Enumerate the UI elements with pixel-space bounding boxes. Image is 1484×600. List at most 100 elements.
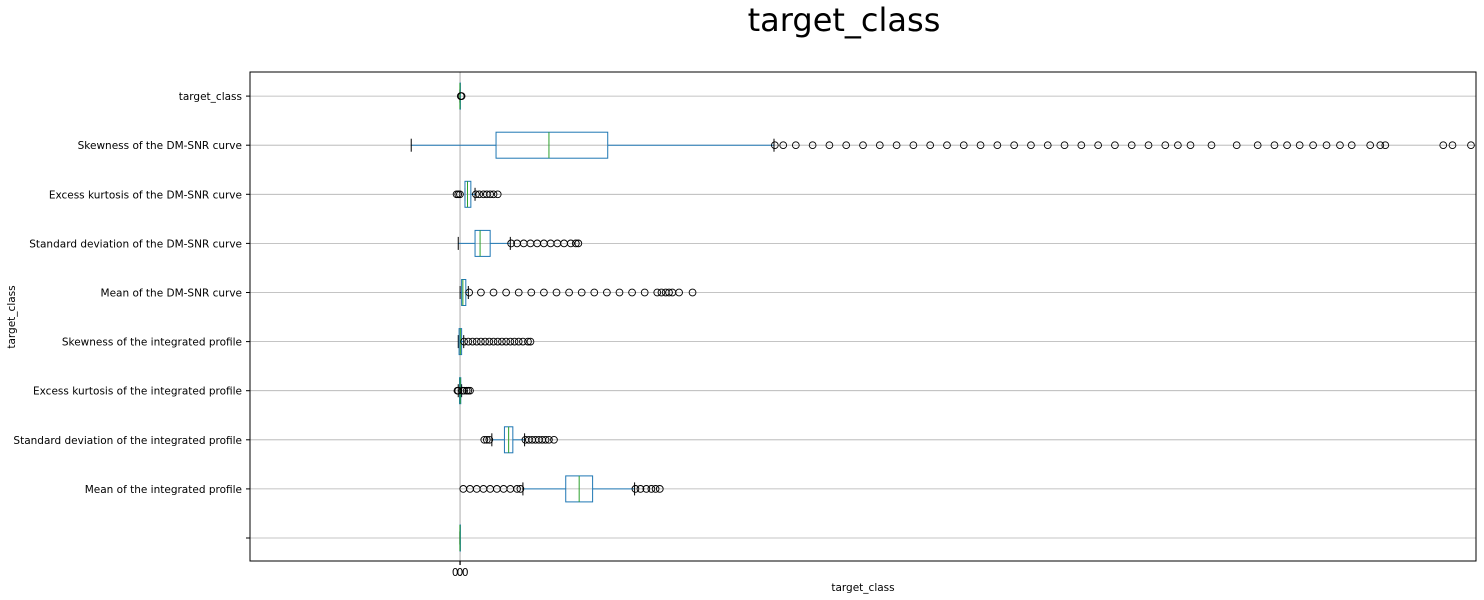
flier-8-38: [1376, 141, 1385, 150]
flier-7-3: [472, 190, 480, 199]
flier-5-4: [514, 288, 523, 297]
flier-8-13: [976, 141, 985, 150]
flier-5-20: [675, 288, 683, 297]
flier-3-6: [466, 386, 474, 395]
box-8: [410, 131, 775, 159]
flier-2-0: [480, 435, 489, 444]
y-tick-label-4: Skewness of the integrated profile: [62, 337, 242, 349]
flier-8-25: [1174, 141, 1182, 150]
flier-1-8: [513, 485, 521, 493]
flier-1-13: [647, 485, 656, 493]
flier-4-0: [460, 337, 468, 346]
flier-7-9: [493, 190, 502, 199]
flier-8-2: [791, 141, 800, 150]
flier-5-0: [465, 288, 474, 297]
flier-8-42: [1467, 141, 1475, 150]
flier-4-7: [489, 337, 498, 346]
flier-8-16: [1027, 141, 1035, 150]
flier-9-1: [457, 92, 466, 100]
flier-6-0: [507, 239, 516, 248]
flier-7-4: [475, 190, 484, 199]
flier-5-18: [665, 288, 673, 297]
chart-title: target_class: [748, 1, 941, 39]
box-7: [464, 180, 476, 208]
flier-4-8: [493, 337, 502, 346]
flier-4-11: [506, 337, 515, 346]
flier-4-13: [514, 337, 523, 346]
flier-8-3: [808, 141, 817, 150]
flier-2-11: [550, 435, 558, 444]
flier-5-11: [603, 288, 611, 297]
box-rect-6: [474, 229, 491, 257]
flier-1-15: [655, 485, 664, 493]
x-axis-ticks: 00.0: [452, 561, 469, 579]
flier-8-31: [1283, 141, 1291, 150]
flier-4-14: [519, 337, 527, 346]
flier-5-12: [615, 288, 624, 297]
flier-4-2: [468, 337, 477, 346]
flier-8-32: [1295, 141, 1304, 150]
flier-8-9: [909, 141, 918, 150]
y-axis-label: target_class: [6, 285, 18, 348]
flier-2-9: [541, 435, 550, 444]
flier-8-5: [842, 141, 851, 150]
flier-5-15: [653, 288, 662, 297]
flier-8-30: [1270, 141, 1279, 150]
flier-4-1: [464, 337, 473, 346]
flier-5-9: [577, 288, 586, 297]
flier-2-10: [545, 435, 553, 444]
flier-1-12: [642, 485, 651, 493]
flier-1-9: [516, 485, 525, 493]
flier-8-33: [1309, 141, 1317, 150]
box-1: [522, 475, 636, 503]
flier-8-15: [1010, 141, 1019, 150]
flier-2-1: [482, 435, 491, 444]
flier-8-17: [1043, 141, 1052, 150]
flier-1-10: [631, 485, 640, 493]
flier-4-5: [481, 337, 489, 346]
flier-8-27: [1207, 141, 1216, 150]
y-tick-label-9: target_class: [179, 91, 242, 103]
flier-5-21: [688, 288, 697, 297]
flier-7-7: [486, 190, 495, 199]
y-axis-ticks: Mean of the integrated profile Standard d…: [13, 91, 250, 539]
y-tick-label-2: Standard deviation of the integrated pro…: [13, 435, 242, 447]
flier-8-35: [1336, 141, 1344, 150]
flier-8-0: [770, 141, 779, 150]
flier-8-41: [1448, 141, 1457, 150]
flier-8-22: [1127, 141, 1136, 150]
flier-7-2: [456, 190, 464, 199]
flier-8-29: [1253, 141, 1262, 150]
flier-4-16: [526, 337, 535, 346]
flier-8-39: [1381, 141, 1390, 150]
flier-4-15: [524, 337, 532, 346]
box-rect-8: [495, 131, 609, 159]
y-tick-label-3: Excess kurtosis of the integrated profil…: [33, 386, 242, 398]
outlier-points: [452, 92, 1475, 493]
flier-2-2: [485, 435, 494, 444]
flier-5-5: [527, 288, 536, 297]
y-tick-label-1: Mean of the integrated profile: [85, 484, 242, 496]
flier-8-36: [1347, 141, 1356, 150]
flier-5-8: [565, 288, 573, 297]
flier-8-4: [825, 141, 834, 150]
flier-4-10: [502, 337, 510, 346]
flier-8-34: [1322, 141, 1331, 150]
flier-4-4: [477, 337, 485, 346]
flier-4-9: [498, 337, 506, 346]
flier-5-1: [477, 288, 485, 297]
plot-frame: [249, 71, 1477, 562]
flier-8-26: [1186, 141, 1195, 150]
flier-1-14: [651, 485, 660, 493]
flier-6-9: [566, 239, 575, 248]
box-series: [410, 82, 775, 552]
flier-8-21: [1111, 141, 1119, 150]
flier-1-11: [636, 485, 645, 493]
flier-5-13: [628, 288, 636, 297]
flier-3-3: [460, 386, 468, 395]
flier-5-3: [502, 288, 510, 297]
flier-8-7: [875, 141, 884, 150]
flier-8-28: [1232, 141, 1241, 150]
